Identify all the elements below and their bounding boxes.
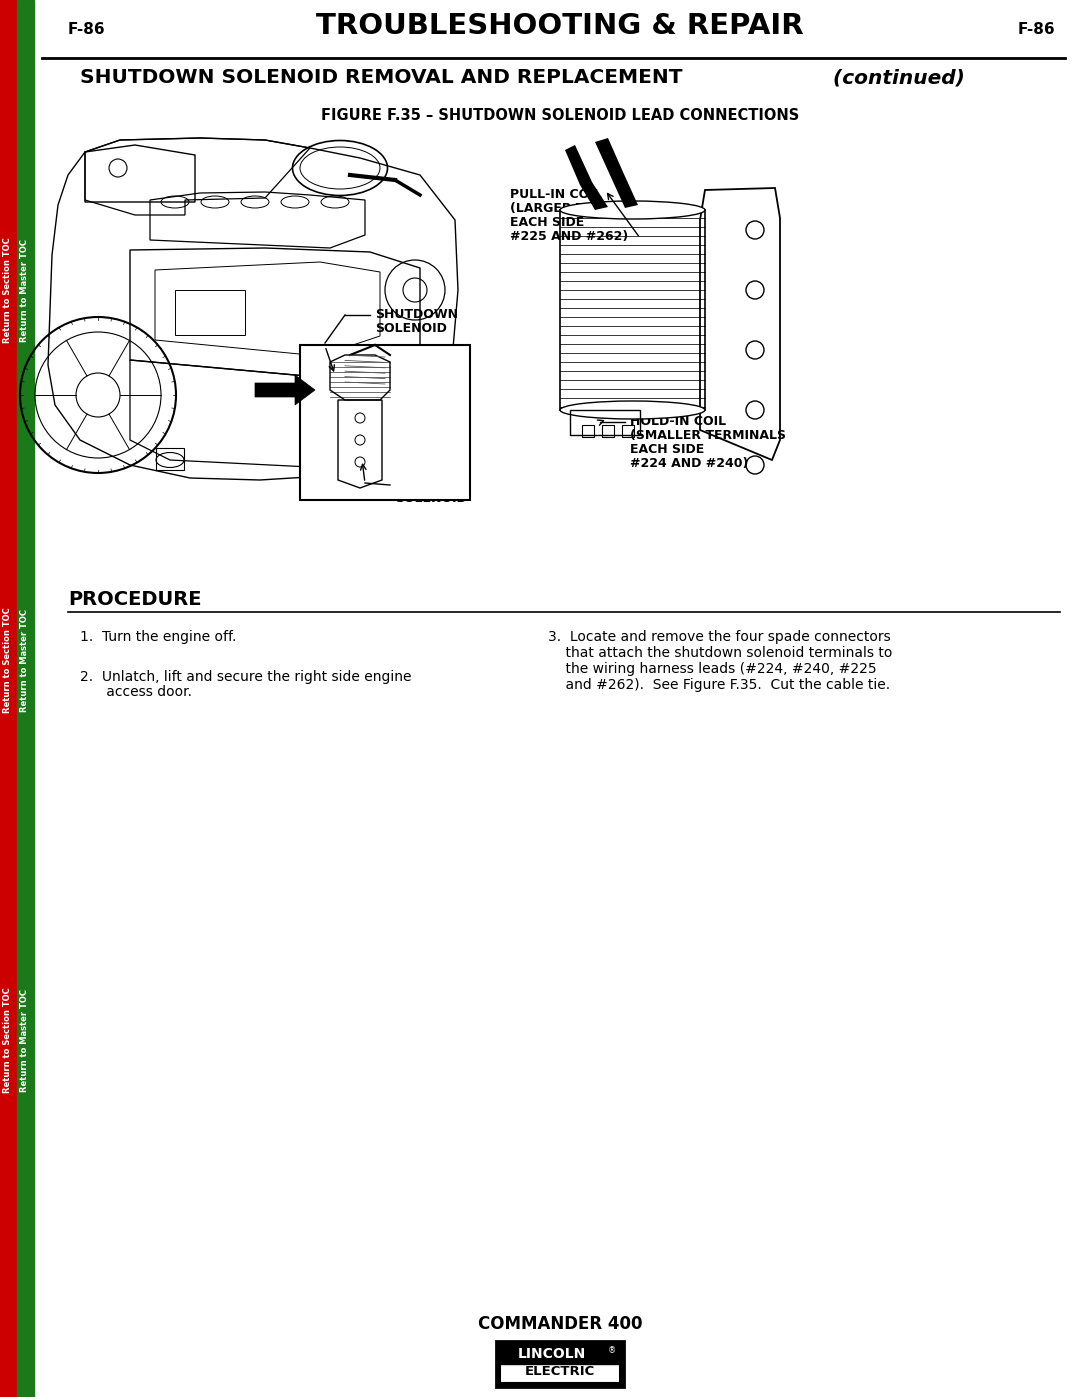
Bar bbox=[0, 0, 17, 1397]
Text: HOLD-IN COIL: HOLD-IN COIL bbox=[630, 415, 726, 427]
Text: 2.  Unlatch, lift and secure the right side engine: 2. Unlatch, lift and secure the right si… bbox=[80, 671, 411, 685]
Polygon shape bbox=[255, 374, 315, 405]
Text: EACH SIDE: EACH SIDE bbox=[510, 217, 584, 229]
Text: and #262).  See Figure F.35.  Cut the cable tie.: and #262). See Figure F.35. Cut the cabl… bbox=[548, 678, 890, 692]
Text: Return to Master TOC: Return to Master TOC bbox=[21, 239, 29, 341]
Text: (SMALLER TERMINALS: (SMALLER TERMINALS bbox=[630, 429, 786, 441]
Bar bbox=[582, 425, 594, 437]
Bar bbox=[496, 1341, 624, 1387]
Text: Return to Section TOC: Return to Section TOC bbox=[3, 237, 13, 342]
Text: LINCOLN: LINCOLN bbox=[518, 1347, 586, 1361]
Bar bbox=[561, 210, 705, 409]
Bar bbox=[17, 0, 33, 1397]
Text: Return to Master TOC: Return to Master TOC bbox=[21, 609, 29, 711]
Text: F-86: F-86 bbox=[68, 22, 106, 36]
Text: PROCEDURE: PROCEDURE bbox=[68, 590, 202, 609]
Polygon shape bbox=[565, 145, 608, 210]
Text: COMMANDER 400: COMMANDER 400 bbox=[477, 1315, 643, 1333]
Bar bbox=[602, 425, 615, 437]
Text: IDLER: IDLER bbox=[395, 478, 436, 490]
Bar bbox=[175, 291, 245, 335]
Ellipse shape bbox=[561, 201, 705, 219]
Text: the wiring harness leads (#224, #240, #225: the wiring harness leads (#224, #240, #2… bbox=[548, 662, 877, 676]
Bar bbox=[368, 418, 390, 460]
Text: #225 AND #262): #225 AND #262) bbox=[510, 231, 629, 243]
Text: access door.: access door. bbox=[80, 685, 192, 698]
Bar bbox=[622, 425, 634, 437]
Bar bbox=[156, 448, 184, 469]
Text: SOLENOID: SOLENOID bbox=[375, 321, 447, 335]
Bar bbox=[500, 1363, 620, 1384]
Text: ®: ® bbox=[608, 1345, 616, 1355]
Bar bbox=[300, 345, 470, 500]
Polygon shape bbox=[595, 138, 638, 208]
Text: (continued): (continued) bbox=[826, 68, 964, 87]
Bar bbox=[500, 1345, 620, 1383]
Bar bbox=[500, 1345, 620, 1365]
Text: #224 AND #240): #224 AND #240) bbox=[630, 457, 748, 469]
Ellipse shape bbox=[561, 401, 705, 419]
Text: Return to Section TOC: Return to Section TOC bbox=[3, 988, 13, 1092]
Text: (LARGER TERMINALS: (LARGER TERMINALS bbox=[510, 203, 657, 215]
Text: 1.  Turn the engine off.: 1. Turn the engine off. bbox=[80, 630, 237, 644]
Text: TROUBLESHOOTING & REPAIR: TROUBLESHOOTING & REPAIR bbox=[316, 13, 804, 41]
Text: EACH SIDE: EACH SIDE bbox=[630, 443, 704, 455]
Text: Return to Section TOC: Return to Section TOC bbox=[3, 608, 13, 712]
Text: that attach the shutdown solenoid terminals to: that attach the shutdown solenoid termin… bbox=[548, 645, 892, 659]
Text: F-86: F-86 bbox=[1017, 22, 1055, 36]
Text: 3.  Locate and remove the four spade connectors: 3. Locate and remove the four spade conn… bbox=[548, 630, 891, 644]
Text: ELECTRIC: ELECTRIC bbox=[525, 1365, 595, 1377]
Text: SHUTDOWN: SHUTDOWN bbox=[375, 307, 458, 321]
Text: SOLENOID: SOLENOID bbox=[395, 492, 467, 504]
Text: PULL-IN COIL: PULL-IN COIL bbox=[510, 189, 602, 201]
Text: Return to Master TOC: Return to Master TOC bbox=[21, 989, 29, 1091]
Text: FIGURE F.35 – SHUTDOWN SOLENOID LEAD CONNECTIONS: FIGURE F.35 – SHUTDOWN SOLENOID LEAD CON… bbox=[321, 108, 799, 123]
Text: SHUTDOWN SOLENOID REMOVAL AND REPLACEMENT: SHUTDOWN SOLENOID REMOVAL AND REPLACEMEN… bbox=[80, 68, 683, 87]
